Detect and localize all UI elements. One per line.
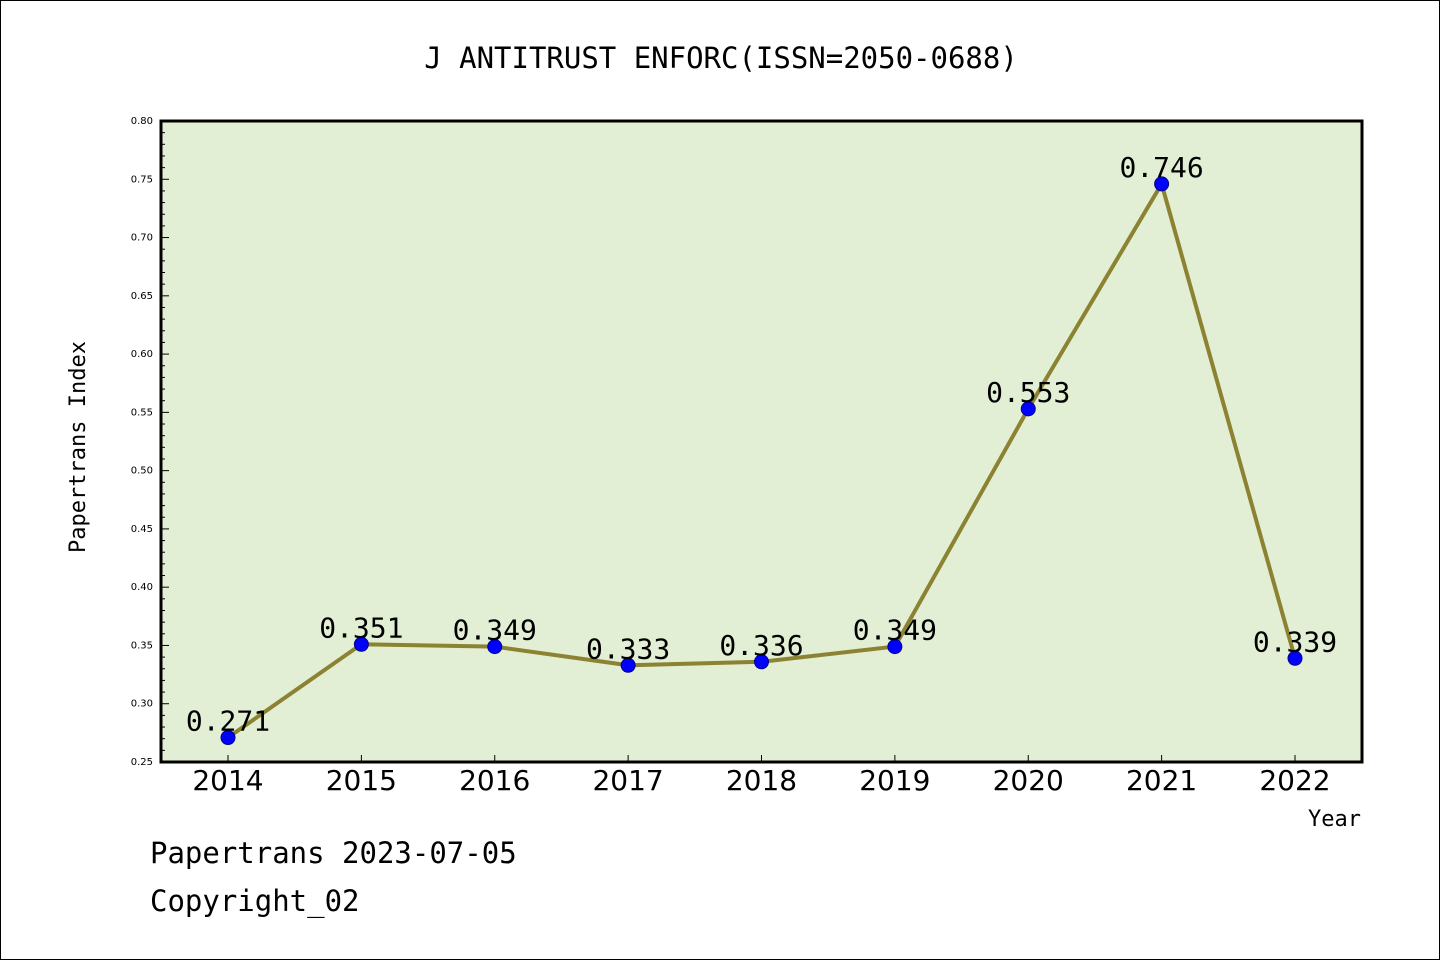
- x-tick-label: 2015: [326, 764, 397, 797]
- footer-copyright-text: Copyright_02: [150, 884, 360, 918]
- x-tick-label: 2018: [726, 764, 797, 797]
- x-tick-label: 2022: [1259, 764, 1330, 797]
- data-point-marker: [1154, 176, 1170, 192]
- y-tick-label: 0.70: [131, 233, 153, 244]
- y-axis-ticks: 0.25 0.30 0.35 0.40 0.45 0.50 0.55 0.60 0.65 0.70…: [131, 116, 169, 768]
- y-tick-label: 0.50: [131, 466, 153, 477]
- y-tick-label: 0.65: [131, 291, 153, 302]
- data-point-marker: [620, 657, 636, 673]
- series-line-group: 0.271 0.351 0.349 0.333 0.336 0.349 0.553 0.746…: [186, 151, 1337, 746]
- x-tick-label: 2020: [993, 764, 1064, 797]
- y-tick-label: 0.30: [131, 699, 153, 710]
- x-tick-label: 2019: [859, 764, 930, 797]
- data-point-marker: [887, 639, 903, 655]
- data-label: 0.339: [1253, 625, 1337, 658]
- y-tick-label: 0.35: [131, 640, 153, 651]
- data-label: 0.746: [1119, 151, 1203, 184]
- y-axis-label: Papertrans Index: [66, 341, 91, 553]
- x-tick-label: 2017: [592, 764, 663, 797]
- y-tick-label: 0.45: [131, 524, 153, 535]
- data-point-marker: [754, 654, 769, 670]
- y-tick-label: 0.25: [131, 757, 153, 768]
- chart-title: J ANTITRUST ENFORC(ISSN=2050-0688): [424, 41, 1018, 75]
- data-label: 0.349: [853, 614, 937, 647]
- y-tick-label: 0.80: [131, 116, 153, 127]
- data-label: 0.351: [319, 611, 403, 644]
- data-point-marker: [1287, 650, 1303, 666]
- y-tick-label: 0.60: [131, 349, 153, 360]
- x-tick-label: 2016: [459, 764, 530, 797]
- x-tick-label: 2014: [192, 764, 263, 797]
- data-point-marker: [1020, 401, 1036, 417]
- footer-date-text: Papertrans 2023-07-05: [150, 836, 517, 870]
- data-label: 0.333: [586, 632, 670, 665]
- data-label: 0.553: [986, 376, 1070, 409]
- data-point-marker: [487, 639, 503, 655]
- y-tick-label: 0.75: [131, 174, 153, 185]
- x-axis-label: Year: [1308, 807, 1361, 832]
- data-point-marker: [353, 636, 369, 652]
- x-axis-ticks: 2014 2015 2016 2017 2018 2019 2020 2021 2022: [192, 755, 1331, 797]
- y-tick-label: 0.40: [131, 582, 153, 593]
- y-tick-label: 0.55: [131, 407, 153, 418]
- data-point-marker: [220, 730, 236, 746]
- x-tick-label: 2021: [1126, 764, 1197, 797]
- data-label: 0.271: [186, 705, 270, 738]
- data-label: 0.336: [719, 629, 803, 662]
- data-label: 0.349: [453, 614, 537, 647]
